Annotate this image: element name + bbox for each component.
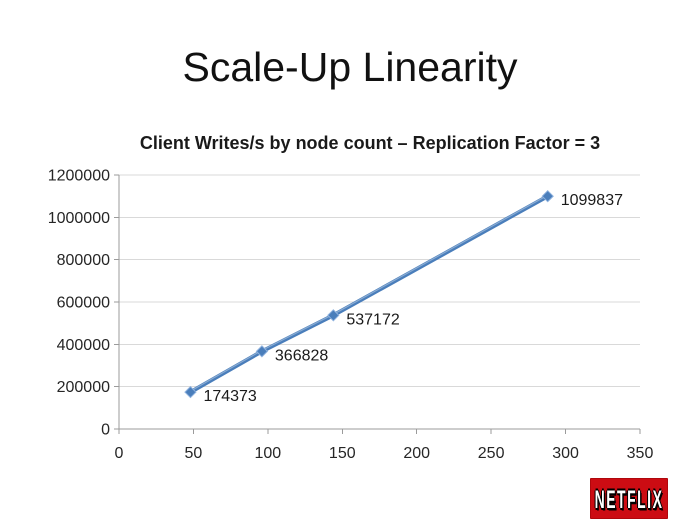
y-tick-label: 800000 [57,252,110,269]
data-point-label: 174373 [203,388,256,405]
netflix-logo: NETFLIX [590,478,668,519]
data-point-marker [255,345,269,358]
data-point-label: 366828 [275,347,328,364]
series-line [188,194,550,395]
x-tick-label: 250 [478,445,505,462]
data-point-marker [541,189,554,203]
y-tick-label: 600000 [57,295,110,312]
data-point-marker [327,309,340,322]
y-tick-label: 1200000 [48,168,110,185]
x-tick-label: 300 [552,445,579,462]
x-tick-label: 100 [255,445,282,462]
netflix-logo-text: NETFLIX [594,484,664,513]
x-tick-label: 50 [185,445,203,462]
data-point-label: 1099837 [561,192,623,209]
x-tick-label: 150 [329,445,356,462]
x-tick-label: 200 [403,445,430,462]
data-point-marker [184,385,197,399]
x-tick-label: 0 [115,445,124,462]
chart-title: Client Writes/s by node count – Replicat… [139,133,601,153]
y-tick-label: 0 [101,422,110,439]
x-tick-label: 350 [627,445,654,462]
series-line-highlight [189,194,549,392]
y-tick-label: 1000000 [48,210,110,227]
y-tick-label: 200000 [57,379,110,396]
y-tick-label: 400000 [57,337,110,354]
data-point-label: 537172 [346,311,399,328]
slide-title: Scale-Up Linearity [182,44,518,90]
